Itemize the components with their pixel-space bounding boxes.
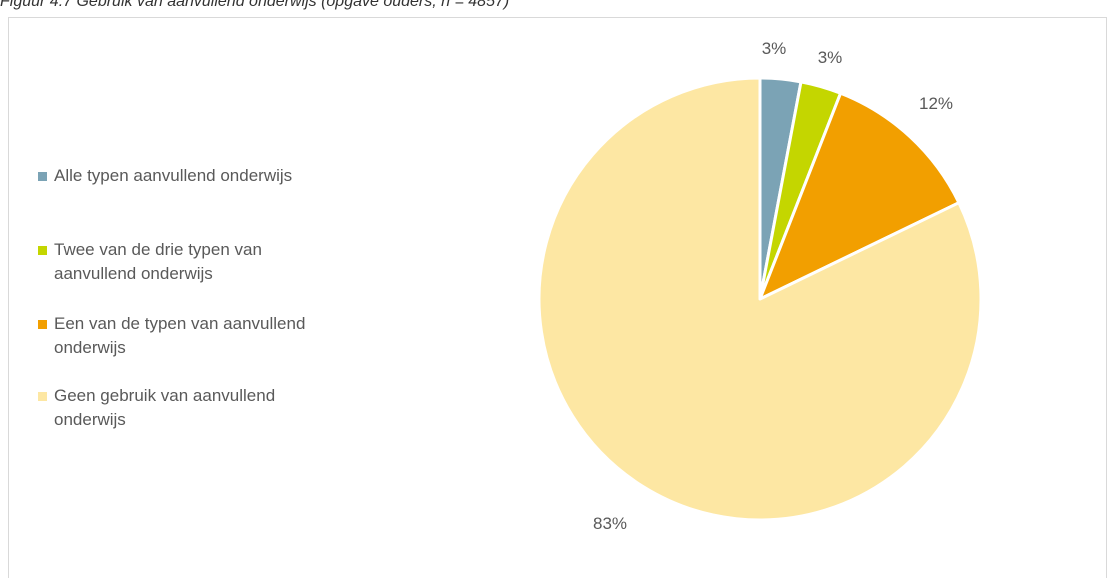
legend-swatch: [38, 320, 47, 329]
legend-label: Geen gebruik van aanvullend onderwijs: [54, 386, 276, 429]
data-label-2: 3%: [818, 48, 843, 67]
legend-swatch: [38, 172, 47, 181]
legend-swatch: [38, 392, 47, 401]
pie-slice-4: [537, 76, 983, 522]
legend-item-3: Een van de typen van aanvullend onderwij…: [38, 312, 338, 360]
legend-item-1: Alle typen aanvullend onderwijs: [38, 164, 368, 188]
legend-item-4: Geen gebruik van aanvullend onderwijs: [38, 384, 338, 432]
legend-label: Twee van de drie typen van aanvullend on…: [54, 240, 262, 283]
pie-slice-3: [758, 91, 961, 301]
chart-frame: [8, 17, 1107, 578]
data-label-4: 83%: [593, 514, 627, 533]
legend-swatch: [38, 246, 47, 255]
data-label-3: 12%: [919, 94, 953, 113]
legend-label: Een van de typen van aanvullend onderwij…: [54, 314, 306, 357]
legend-label: Alle typen aanvullend onderwijs: [54, 166, 293, 185]
figure-caption: Figuur 4.7 Gebruik van aanvullend onderw…: [0, 0, 510, 10]
legend-item-2: Twee van de drie typen van aanvullend on…: [38, 238, 338, 286]
data-label-1: 3%: [762, 39, 787, 58]
